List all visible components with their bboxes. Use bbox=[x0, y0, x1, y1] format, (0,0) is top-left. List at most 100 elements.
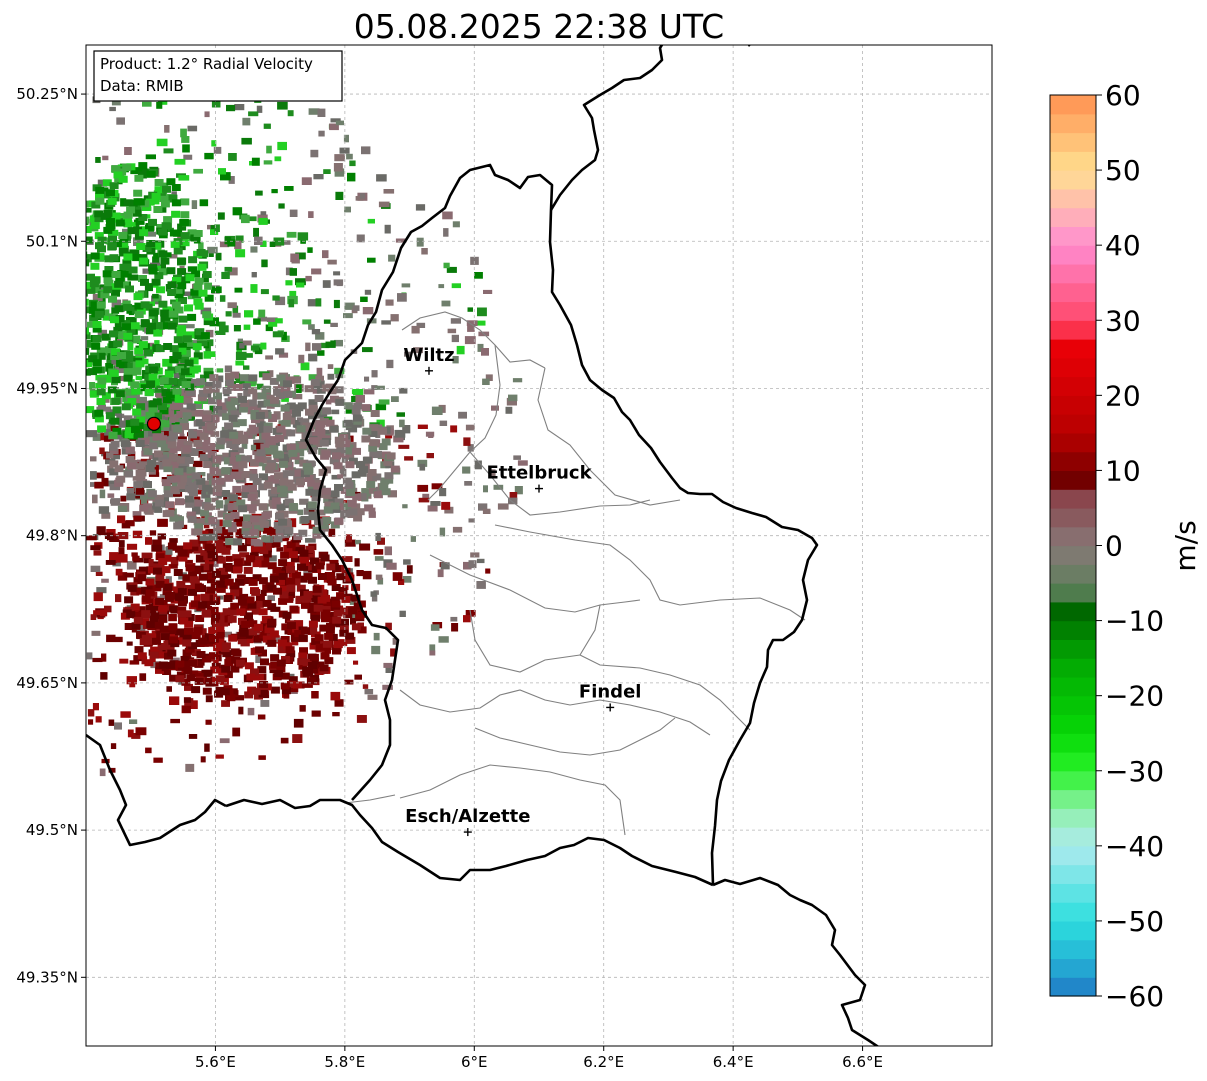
echo-cell bbox=[177, 482, 187, 490]
echo-cell bbox=[369, 424, 379, 432]
echo-cell bbox=[284, 186, 294, 191]
echo-cell bbox=[71, 366, 80, 373]
echo-cell bbox=[118, 361, 128, 369]
echo-cell bbox=[288, 299, 295, 308]
echo-cell bbox=[86, 327, 89, 335]
echo-cell bbox=[86, 332, 91, 340]
echo-cell bbox=[354, 558, 360, 567]
echo-cell bbox=[74, 278, 83, 285]
echo-cell bbox=[344, 302, 355, 310]
echo-cell bbox=[462, 466, 471, 474]
colorbar-tick-label: 30 bbox=[1105, 304, 1141, 337]
echo-cell bbox=[193, 298, 203, 306]
echo-cell bbox=[130, 167, 141, 175]
echo-cell bbox=[130, 381, 140, 389]
echo-cell bbox=[145, 154, 156, 160]
echo-cell bbox=[110, 454, 120, 460]
echo-cell bbox=[227, 383, 237, 391]
echo-cell bbox=[251, 157, 260, 166]
echo-cell bbox=[276, 578, 285, 586]
colorbar-tick-label: −50 bbox=[1105, 905, 1164, 938]
echo-cell bbox=[261, 512, 271, 520]
echo-cell bbox=[237, 598, 247, 606]
echo-cell bbox=[295, 278, 306, 286]
echo-cell bbox=[226, 104, 236, 112]
echo-cell bbox=[170, 240, 180, 248]
echo-cell bbox=[248, 111, 259, 117]
echo-cell bbox=[108, 431, 118, 439]
echo-cell bbox=[182, 144, 190, 153]
echo-cell bbox=[133, 515, 143, 521]
echo-cell bbox=[190, 288, 200, 296]
echo-cell bbox=[193, 528, 203, 536]
echo-cell bbox=[187, 313, 197, 321]
echo-cell bbox=[281, 419, 291, 427]
echo-cell bbox=[111, 397, 121, 405]
echo-cell bbox=[173, 425, 182, 433]
echo-cell bbox=[278, 203, 285, 209]
echo-cell bbox=[311, 268, 322, 275]
echo-cell bbox=[333, 462, 343, 470]
echo-cell bbox=[287, 681, 296, 688]
canton-boundary bbox=[427, 344, 501, 501]
echo-cell bbox=[257, 666, 267, 674]
echo-cell bbox=[241, 441, 248, 449]
echo-cell bbox=[308, 620, 318, 628]
echo-cell bbox=[155, 580, 165, 588]
echo-cell bbox=[126, 462, 136, 470]
echo-cell bbox=[199, 432, 209, 440]
echo-cell bbox=[269, 377, 279, 385]
echo-cell bbox=[493, 484, 504, 490]
echo-cell bbox=[246, 673, 256, 681]
echo-cell bbox=[252, 560, 262, 568]
echo-cell bbox=[254, 236, 263, 245]
echo-cell bbox=[107, 197, 117, 205]
echo-cell bbox=[73, 365, 82, 372]
echo-cell bbox=[311, 710, 321, 717]
echo-cell bbox=[174, 395, 184, 403]
echo-cell bbox=[135, 440, 145, 447]
echo-cell bbox=[177, 436, 187, 442]
echo-cell bbox=[167, 289, 177, 296]
echo-cell bbox=[69, 359, 78, 366]
echo-cell bbox=[118, 232, 128, 239]
echo-cell bbox=[351, 623, 361, 631]
echo-cell bbox=[205, 345, 211, 354]
echo-cell bbox=[92, 703, 99, 711]
echo-cell bbox=[286, 577, 296, 585]
echo-cell bbox=[135, 727, 147, 736]
echo-cell bbox=[117, 352, 126, 359]
echo-cell bbox=[276, 392, 285, 400]
echo-cell bbox=[127, 227, 137, 235]
echo-cell bbox=[254, 523, 264, 531]
echo-cell bbox=[194, 302, 204, 310]
echo-cell bbox=[452, 526, 463, 533]
echo-cell bbox=[244, 636, 254, 644]
echo-cell bbox=[110, 353, 120, 360]
echo-cell bbox=[355, 394, 365, 403]
echo-cell bbox=[262, 635, 272, 643]
echo-cell bbox=[243, 379, 249, 384]
echo-cell bbox=[217, 614, 227, 622]
echo-cell bbox=[218, 168, 226, 175]
echo-cell bbox=[292, 681, 302, 689]
echo-cell bbox=[128, 309, 135, 316]
echo-cell bbox=[268, 413, 278, 422]
colorbar-step bbox=[1050, 95, 1096, 115]
echo-cell bbox=[86, 226, 92, 233]
echo-cell bbox=[184, 495, 194, 503]
echo-cell bbox=[257, 316, 268, 322]
echo-cell bbox=[270, 475, 280, 484]
echo-cell bbox=[211, 478, 221, 486]
echo-cell bbox=[274, 440, 280, 446]
echo-cell bbox=[467, 323, 475, 332]
echo-cell bbox=[207, 487, 217, 495]
echo-cell bbox=[265, 324, 273, 332]
echo-cell bbox=[210, 558, 219, 567]
echo-cell bbox=[275, 512, 284, 520]
echo-cell bbox=[165, 410, 175, 418]
echo-cell bbox=[293, 533, 303, 541]
echo-cell bbox=[290, 634, 300, 642]
echo-cell bbox=[204, 558, 214, 566]
canton-boundary bbox=[344, 794, 396, 804]
